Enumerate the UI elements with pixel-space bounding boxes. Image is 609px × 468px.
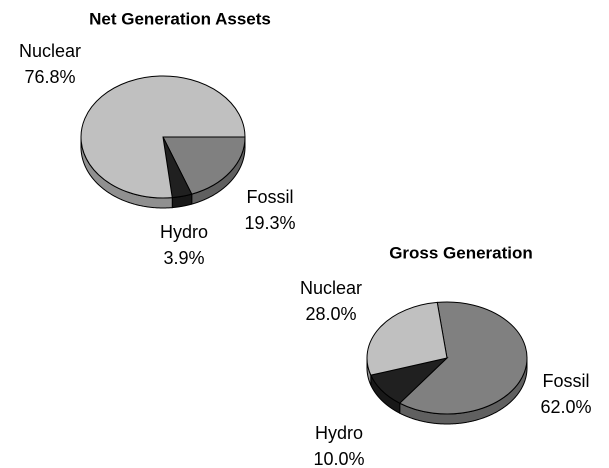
pie <box>80 75 246 209</box>
chart-title: Gross Generation <box>389 243 533 262</box>
slice-value-label: 3.9% <box>163 248 204 268</box>
chart-title: Net Generation Assets <box>89 9 271 28</box>
slice-value-label: 28.0% <box>305 304 356 324</box>
slice-label: Hydro <box>315 423 363 443</box>
slice-value-label: 10.0% <box>313 449 364 468</box>
pie-slice <box>162 136 246 195</box>
pie-slice <box>80 75 246 199</box>
pie <box>366 301 528 425</box>
slice-label: Nuclear <box>19 41 81 61</box>
slice-value-label: 62.0% <box>540 397 591 417</box>
pie-slice <box>398 301 528 415</box>
slice-label: Fossil <box>246 187 293 207</box>
pie-slice <box>366 301 448 376</box>
slice-label: Fossil <box>542 371 589 391</box>
slice-value-label: 76.8% <box>24 67 75 87</box>
slice-label: Nuclear <box>300 278 362 298</box>
slice-value-label: 19.3% <box>244 213 295 233</box>
slice-label: Hydro <box>160 222 208 242</box>
